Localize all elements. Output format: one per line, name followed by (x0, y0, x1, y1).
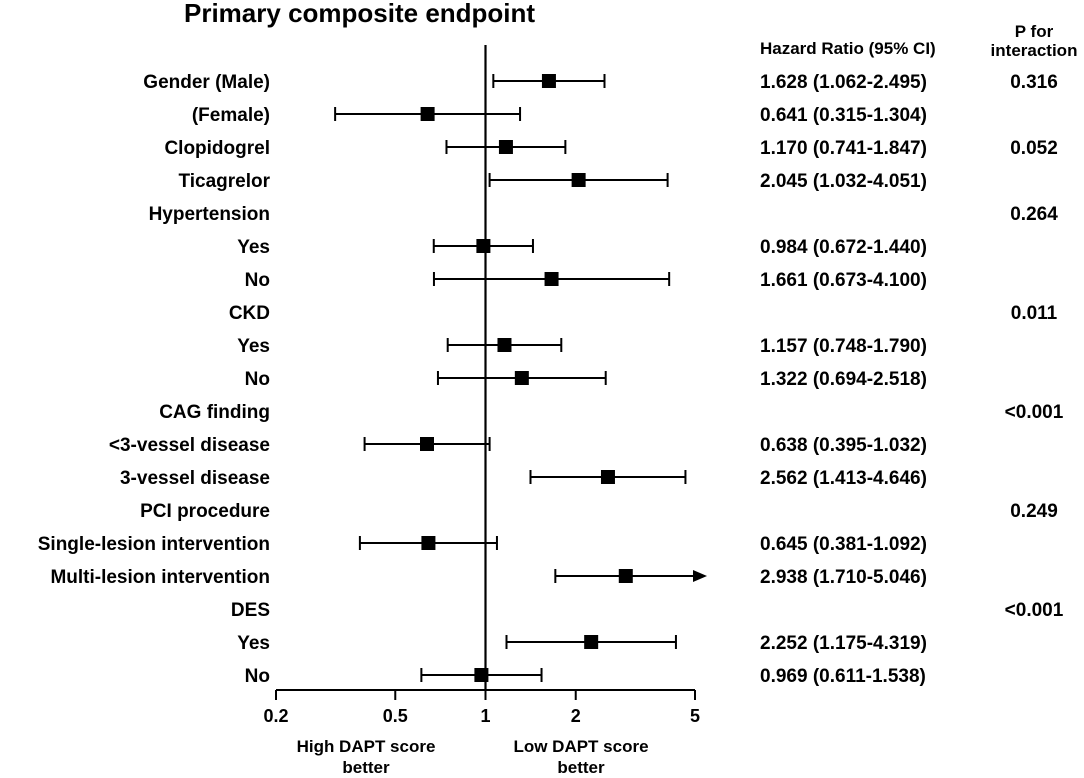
p-interaction-value: 0.052 (1010, 138, 1058, 159)
forest-row: No 1.322 (0.694-2.518) (245, 369, 927, 390)
row-label: Clopidogrel (164, 138, 270, 159)
forest-row: Gender (Male) 1.628 (1.062-2.495) 0.316 (143, 72, 1057, 93)
row-label: Hypertension (149, 204, 270, 225)
hr-point (544, 272, 559, 286)
row-label: Yes (237, 336, 270, 357)
row-label: DES (231, 600, 270, 621)
forest-row: Ticagrelor 2.045 (1.032-4.051) (178, 171, 926, 192)
x-tick-label: 0.5 (383, 706, 408, 726)
forest-row: Yes 2.252 (1.175-4.319) (237, 633, 927, 654)
hr-point (571, 173, 586, 187)
bottom-label-right-line1: Low DAPT score (513, 737, 648, 756)
hr-point (476, 239, 491, 253)
bottom-label-left-line2: better (342, 758, 390, 777)
forest-row: Yes 0.984 (0.672-1.440) (237, 237, 927, 258)
hr-ci-text: 2.045 (1.032-4.051) (760, 171, 927, 192)
row-label: Gender (Male) (143, 72, 270, 93)
hr-point (584, 635, 599, 649)
hr-point (600, 470, 615, 484)
p-interaction-value: 0.264 (1010, 204, 1058, 225)
hr-ci-text: 2.938 (1.710-5.046) (760, 567, 927, 588)
forest-row: Yes 1.157 (0.748-1.790) (237, 336, 927, 357)
x-tick-label: 0.2 (263, 706, 288, 726)
row-label: Multi-lesion intervention (50, 567, 270, 588)
row-label: No (245, 369, 270, 390)
hr-ci-text: 2.562 (1.413-4.646) (760, 468, 927, 489)
hr-ci-text: 0.641 (0.315-1.304) (760, 105, 927, 126)
hr-ci-text: 1.661 (0.673-4.100) (760, 270, 927, 291)
p-interaction-value: 0.249 (1010, 501, 1058, 522)
hr-ci-text: 0.645 (0.381-1.092) (760, 534, 927, 555)
row-label: Yes (237, 633, 270, 654)
hr-point (419, 437, 434, 451)
hr-ci-text: 0.969 (0.611-1.538) (760, 666, 926, 687)
hr-point (498, 140, 513, 154)
row-label: PCI procedure (140, 501, 270, 522)
p-column-header-line1: P for (1015, 22, 1054, 41)
forest-row: Clopidogrel 1.170 (0.741-1.847) 0.052 (164, 138, 1057, 159)
hr-ci-text: 1.628 (1.062-2.495) (760, 72, 927, 93)
hr-point (541, 74, 556, 88)
hr-ci-text: 1.322 (0.694-2.518) (760, 369, 927, 390)
row-label: Ticagrelor (178, 171, 270, 192)
x-tick-label: 2 (571, 706, 581, 726)
forest-row: Multi-lesion intervention 2.938 (1.710-5.… (50, 567, 926, 588)
rows-layer: Gender (Male) 1.628 (1.062-2.495) 0.316 (Fe… (38, 72, 1064, 687)
p-column-header-line2: interaction (991, 41, 1078, 60)
hr-ci-text: 0.638 (0.395-1.032) (760, 435, 927, 456)
row-label: Yes (237, 237, 270, 258)
p-interaction-value: <0.001 (1005, 600, 1064, 621)
forest-row: 3-vessel disease 2.562 (1.413-4.646) (120, 468, 927, 489)
forest-row: No 0.969 (0.611-1.538) (245, 666, 926, 687)
forest-row: CKD 0.011 (229, 303, 1058, 324)
hr-ci-text: 0.984 (0.672-1.440) (760, 237, 927, 258)
hr-point (514, 371, 529, 385)
hr-point (497, 338, 512, 352)
forest-row: Hypertension 0.264 (149, 204, 1059, 225)
hr-point (618, 569, 633, 583)
forest-row: (Female) 0.641 (0.315-1.304) (192, 105, 927, 126)
row-label: (Female) (192, 105, 270, 126)
hr-ci-text: 1.157 (0.748-1.790) (760, 336, 927, 357)
forest-row: DES <0.001 (231, 600, 1064, 621)
row-label: CKD (229, 303, 270, 324)
forest-row: Single-lesion intervention 0.645 (0.381-1… (38, 534, 927, 555)
row-label: CAG finding (159, 402, 270, 423)
row-label: <3-vessel disease (109, 435, 270, 456)
bottom-label-left-line1: High DAPT score (297, 737, 436, 756)
forest-row: <3-vessel disease 0.638 (0.395-1.032) (109, 435, 927, 456)
bottom-label-right-line2: better (557, 758, 605, 777)
x-tick-label: 1 (480, 706, 490, 726)
row-label: No (245, 270, 270, 291)
row-label: Single-lesion intervention (38, 534, 270, 555)
x-axis: 0.2 0.5 1 2 5 (263, 45, 700, 726)
row-label: No (245, 666, 270, 687)
chart-title: Primary composite endpoint (184, 0, 535, 28)
hr-ci-text: 1.170 (0.741-1.847) (760, 138, 927, 159)
p-interaction-value: <0.001 (1005, 402, 1064, 423)
ci-arrow (693, 570, 707, 582)
p-interaction-value: 0.316 (1010, 72, 1058, 93)
row-label: 3-vessel disease (120, 468, 270, 489)
forest-row: CAG finding <0.001 (159, 402, 1064, 423)
x-tick-label: 5 (690, 706, 700, 726)
hr-point (420, 107, 435, 121)
hr-column-header: Hazard Ratio (95% CI) (760, 39, 936, 58)
p-interaction-value: 0.011 (1011, 303, 1058, 324)
hr-ci-text: 2.252 (1.175-4.319) (760, 633, 927, 654)
hr-point (421, 536, 436, 550)
forest-row: No 1.661 (0.673-4.100) (245, 270, 927, 291)
forest-row: PCI procedure 0.249 (140, 501, 1058, 522)
